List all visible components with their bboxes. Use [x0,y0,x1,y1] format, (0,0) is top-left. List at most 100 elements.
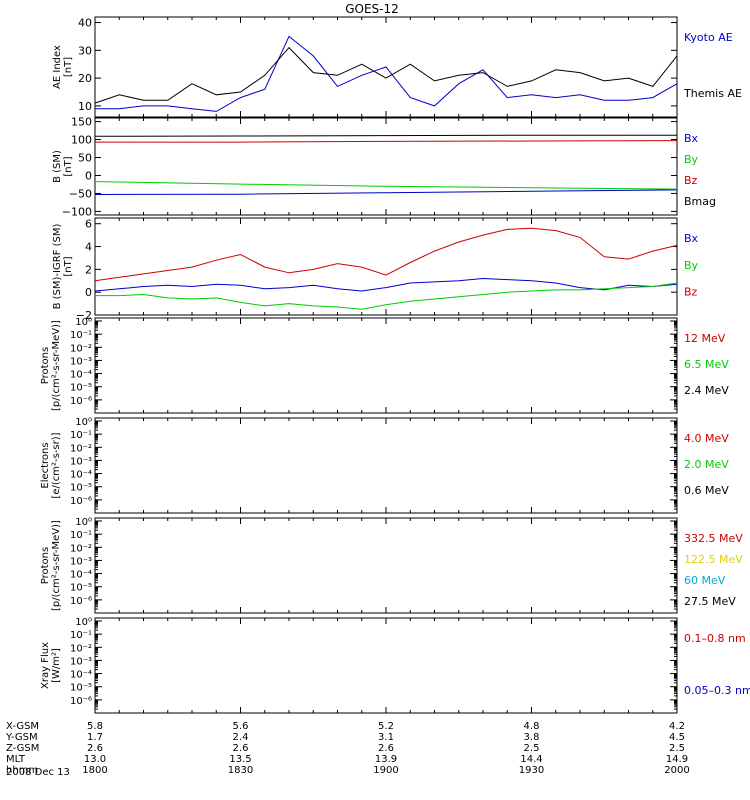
y-tick-label: 10⁻⁵ [70,583,92,594]
y-tick-label: 10⁻⁶ [70,696,92,707]
y-tick-label: 10⁰ [75,417,92,428]
x-row-value: 14.9 [666,754,688,765]
panel-2: B (SM) [nT] −100 −50 0 50 100 150 Bx By Bz Bmag [52,116,716,219]
y-tick-label: 10⁻² [70,343,92,354]
x-row-value: 4.5 [669,732,685,743]
panel-frame [94,617,678,714]
y-tick-label: 10⁻³ [70,656,92,667]
y-tick-label: 2 [85,263,92,276]
y-axis-label: [p/(cm²-s-sr-MeV)] [51,520,62,611]
y-tick-label: 0 [85,286,92,299]
date-label: 2008 Dec 13 [6,767,70,778]
series-line-bz [95,140,678,143]
x-row-value: 2.5 [524,743,540,754]
y-axis-label: Xray Flux [40,642,51,689]
x-row-value: 2.4 [233,732,249,743]
legend-item: By [684,259,699,272]
legend-item: By [684,153,699,166]
y-tick-label: 10⁻⁴ [70,470,92,481]
legend-item: 2.4 MeV [684,384,729,397]
series-line-bmag [94,134,677,137]
legend-item: 0.6 MeV [684,484,729,497]
y-tick-label: 10⁻⁵ [70,683,92,694]
x-axis-info: X-GSM 5.8 5.6 5.2 4.8 4.2 Y-GSM 1.7 2.4 3.1 3.8 4.5… [5,721,690,778]
y-tick-label: 10⁰ [75,317,92,328]
y-axis-label: B (SM) [52,150,63,183]
x-row-value: 2.6 [87,743,103,754]
legend-item: 4.0 MeV [684,432,729,445]
y-axis-label: Protons [40,547,51,584]
figure-title: GOES-12 [345,2,399,16]
x-row-value: 5.6 [233,721,249,732]
y-axis-label: [nT] [63,156,74,176]
x-row-label: MLT [6,754,26,765]
legend-item: Themis AE [683,87,742,100]
series-line-bz [94,227,678,282]
y-tick-label: 4 [85,241,92,254]
legend-item: 27.5 MeV [684,595,736,608]
x-row-label: Y-GSM [5,732,38,743]
x-row-value: 5.8 [87,721,103,732]
y-tick-label: 10⁻³ [70,356,92,367]
x-row-value: 1930 [519,765,544,776]
y-tick-label: 50 [78,152,92,165]
y-axis-label: [W/m²] [51,648,62,683]
y-tick-label: 10⁻¹ [70,530,92,541]
y-tick-label: −50 [69,187,92,200]
panel-frame [94,517,678,614]
y-axis-label: B (SM)-IGRF (SM) [52,224,63,310]
y-tick-label: −2 [76,309,92,322]
panel-frame [94,217,678,316]
y-axis-label: Protons [40,347,51,384]
series-line-kyoto-ae [95,35,678,112]
y-tick-label: 10⁻⁶ [70,596,92,607]
x-row-label: Z-GSM [6,743,39,754]
x-row-value: 2000 [664,765,689,776]
y-tick-label: 40 [78,17,92,30]
y-tick-label: 10⁰ [75,517,92,528]
panel-1: AE Index [nT] 10 20 30 40 Kyoto AE Themis AE [52,16,742,118]
y-tick-label: 10⁻⁶ [70,496,92,507]
y-tick-label: 100 [71,134,92,147]
legend-item: 2.0 MeV [684,458,729,471]
x-row-value: 13.9 [375,754,397,765]
panel-5: Electrons [e/(cm²-s-sr)] 10⁰ 10⁻¹ 10⁻² 10⁻³ 10… [40,417,729,514]
y-tick-label: 150 [71,116,92,129]
panel-7: Xray Flux [W/m²] 10⁰ 10⁻¹ 10⁻² 10⁻³ 10⁻⁴ 10⁻⁵ 10… [40,617,750,714]
y-tick-label: 10⁻⁴ [70,370,92,381]
y-tick-label: 10⁻² [70,443,92,454]
y-tick-label: 30 [78,44,92,57]
x-row-value: 3.8 [524,732,540,743]
y-tick-label: 10⁻³ [70,456,92,467]
x-row-value: 1800 [82,765,107,776]
y-axis-label: AE Index [52,45,63,89]
x-row-value: 1830 [228,765,253,776]
x-row-value: 3.1 [378,732,394,743]
x-row-value: 5.2 [378,721,394,732]
y-tick-label: 10⁻¹ [70,630,92,641]
y-tick-label: 20 [78,72,92,85]
x-row-value: 1900 [373,765,398,776]
legend-item: Bz [684,286,698,299]
x-row-value: 14.4 [520,754,542,765]
y-axis-label: [nT] [63,256,74,276]
x-row-value: 4.8 [524,721,540,732]
y-axis-label: Electrons [40,442,51,488]
panel-6: Protons [p/(cm²-s-sr-MeV)] 10⁰ 10⁻¹ 10⁻² 10⁻³… [40,517,743,614]
series-line-by [95,282,678,310]
x-row-value: 13.5 [229,754,251,765]
legend-item: 0.05–0.3 nm [684,684,750,697]
legend-item: Kyoto AE [684,31,733,44]
legend-item: 60 MeV [684,574,726,587]
legend-item: Bz [684,174,698,187]
series-line-by [94,181,678,190]
legend-item: 332.5 MeV [684,532,743,545]
panel-frame [94,417,678,514]
x-row-value: 2.6 [233,743,249,754]
y-axis-label: [nT] [63,57,74,77]
y-tick-label: 10⁻² [70,543,92,554]
y-tick-label: −100 [62,205,92,218]
x-row-value: 4.2 [669,721,685,732]
